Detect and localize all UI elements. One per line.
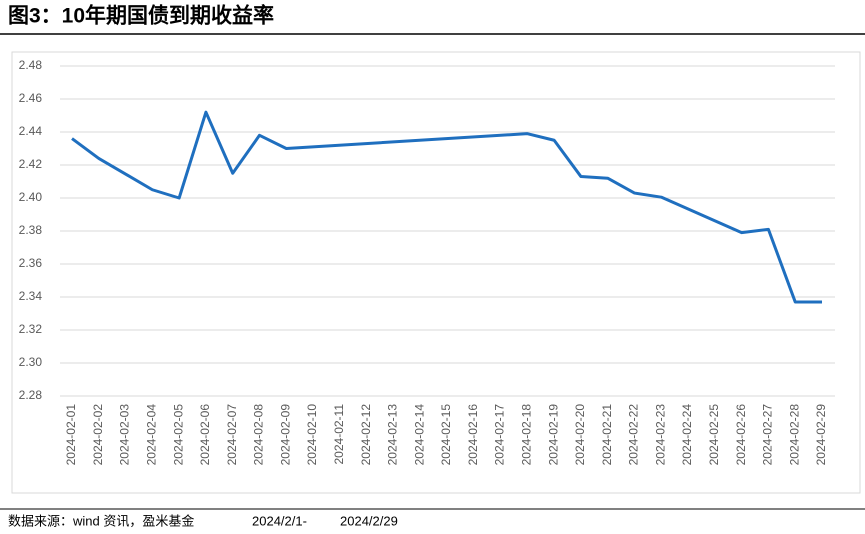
y-tick-label: 2.36 <box>19 256 43 270</box>
y-tick-label: 2.42 <box>19 157 43 171</box>
x-tick-label: 2024-02-26 <box>734 404 748 466</box>
x-tick-label: 2024-02-09 <box>278 404 292 466</box>
period-start: 2024/2/1- <box>252 513 307 528</box>
line <box>71 110 822 304</box>
y-tick-label: 2.28 <box>19 388 43 402</box>
x-tick-label: 2024-02-14 <box>412 404 426 466</box>
x-tick-label: 2024-02-04 <box>145 404 159 466</box>
x-tick-label: 2024-02-01 <box>64 404 78 466</box>
x-tick-label: 2024-02-21 <box>600 404 614 466</box>
source: 数据来源：wind 资讯，盈米基金 <box>8 513 194 528</box>
x-tick-label: 2024-02-25 <box>707 404 721 466</box>
x-tick-label: 2024-02-16 <box>466 404 480 466</box>
y-tick-label: 2.38 <box>19 223 43 237</box>
x-tick-label: 2024-02-07 <box>225 404 239 466</box>
x-tick-label: 2024-02-23 <box>653 404 667 466</box>
x-tick-label: 2024-02-18 <box>520 404 534 466</box>
x-tick-label: 2024-02-15 <box>439 404 453 466</box>
x-tick-label: 2024-02-29 <box>814 404 828 466</box>
y-tick-label: 2.40 <box>19 190 43 204</box>
x-tick-label: 2024-02-08 <box>252 404 266 466</box>
y-tick-label: 2.30 <box>19 355 43 369</box>
x-tick-label: 2024-02-11 <box>332 404 346 465</box>
x-tick-label: 2024-02-02 <box>91 404 105 466</box>
x-tick-label: 2024-02-24 <box>680 404 694 466</box>
chart-frame <box>11 51 861 494</box>
period-end: 2024/2/29 <box>340 513 398 528</box>
y-tick-label: 2.46 <box>19 91 43 105</box>
x-tick-label: 2024-02-12 <box>359 404 373 466</box>
y-tick-label: 2.48 <box>19 58 43 72</box>
y-tick-label: 2.32 <box>19 322 43 336</box>
chart-title: 图3：10年期国债到期收益率 <box>8 4 274 28</box>
x-tick-label: 2024-02-05 <box>171 404 185 466</box>
x-tick-label: 2024-02-10 <box>305 404 319 466</box>
x-tick-label: 2024-02-20 <box>573 404 587 466</box>
x-tick-label: 2024-02-13 <box>386 404 400 466</box>
y-tick-label: 2.44 <box>19 124 43 138</box>
x-tick-label: 2024-02-28 <box>787 404 801 466</box>
x-tick-label: 2024-02-03 <box>118 404 132 466</box>
x-tick-label: 2024-02-06 <box>198 404 212 466</box>
x-tick-label: 2024-02-17 <box>493 404 507 466</box>
x-tick-label: 2024-02-22 <box>627 404 641 466</box>
y-tick-label: 2.34 <box>19 289 43 303</box>
x-tick-label: 2024-02-19 <box>546 404 560 466</box>
x-tick-label: 2024-02-27 <box>761 404 775 466</box>
